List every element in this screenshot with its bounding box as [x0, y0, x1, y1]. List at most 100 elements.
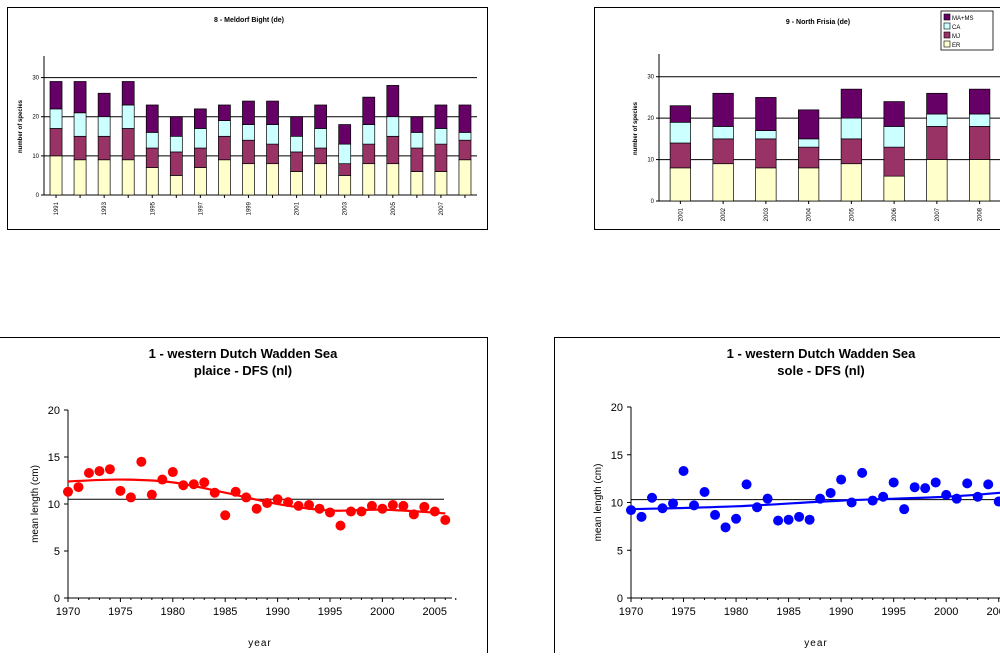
legend-entry: MA+MS — [952, 16, 974, 22]
bar-segment-mj — [712, 138, 734, 165]
data-point — [804, 514, 815, 525]
bar-segment-ma-ms — [314, 104, 328, 129]
chart-subtitle: sole - DFS (nl) — [777, 363, 864, 378]
bar-segment-ca — [362, 124, 376, 145]
data-point — [94, 466, 105, 477]
data-point — [699, 486, 710, 497]
chart-title: 9 - North Frisia (de) — [786, 19, 850, 26]
data-point — [647, 492, 658, 503]
data-point — [136, 456, 147, 467]
bar-segment-ma-ms — [121, 81, 135, 106]
bar-segment-ma-ms — [338, 124, 352, 145]
data-point — [836, 474, 847, 485]
chart-title: 1 - western Dutch Wadden Sea — [727, 346, 917, 361]
bar-segment-mj — [49, 128, 63, 157]
data-point — [825, 487, 836, 498]
y-tick-label: 30 — [647, 75, 654, 81]
bar-segment-ma-ms — [73, 81, 87, 114]
x-axis-label: year — [248, 638, 271, 649]
y-tick-label: 20 — [32, 115, 39, 121]
chart-subtitle: plaice - DFS (nl) — [194, 363, 292, 378]
legend-swatch — [943, 13, 951, 21]
bar-segment-ma-ms — [883, 101, 905, 127]
data-point — [377, 503, 388, 514]
bar-segment-ca — [314, 128, 328, 149]
bar-segment-ma-ms — [840, 88, 862, 119]
bar-segment-ma-ms — [145, 104, 159, 133]
data-point — [783, 514, 794, 525]
y-axis-label: number of species — [633, 101, 639, 155]
data-point — [857, 467, 868, 478]
bar-segment-mj — [434, 143, 448, 172]
data-point — [104, 464, 115, 475]
x-tick-label: 2006 — [892, 207, 898, 221]
bar-segment-ca — [840, 117, 862, 140]
data-point — [63, 486, 73, 497]
data-point — [794, 511, 805, 522]
bar-segment-ma-ms — [712, 92, 734, 127]
bar-segment-ma-ms — [290, 116, 303, 137]
bar-segment-ca — [410, 132, 424, 149]
data-point — [220, 510, 231, 521]
data-point — [335, 520, 346, 531]
bar-segment-ca — [755, 130, 777, 140]
bar-segment-mj — [840, 138, 862, 165]
bar-segment-ca — [145, 132, 159, 149]
bar-segment-mj — [169, 151, 183, 176]
data-point — [741, 479, 752, 490]
bar-segment-ma-ms — [434, 104, 448, 129]
data-point — [668, 498, 679, 509]
legend-swatch — [943, 22, 951, 30]
data-point — [941, 489, 952, 500]
bar-segment-mj — [193, 147, 207, 168]
bar-segment-ma-ms — [242, 100, 255, 125]
bar-segment-ma-ms — [410, 116, 424, 133]
x-tick-label: 1985 — [776, 606, 800, 618]
data-point — [983, 479, 994, 490]
bar-segment-ca — [883, 126, 905, 148]
x-tick-label: 1995 — [318, 606, 342, 618]
x-tick-label: 1970 — [619, 606, 643, 618]
data-point — [657, 503, 668, 514]
bar-segment-ca — [169, 135, 183, 153]
bar-segment-mj — [97, 135, 111, 161]
bar-segment-er — [969, 159, 991, 202]
data-point — [710, 509, 721, 520]
data-point — [636, 511, 647, 522]
bar-segment-ca — [458, 132, 472, 141]
bar-segment-ma-ms — [969, 88, 991, 115]
data-point — [345, 506, 356, 517]
data-point — [419, 501, 430, 512]
bar-segment-ca — [434, 128, 448, 145]
chart-svg-sole: 1 - western Dutch Wadden Sea sole - DFS (… — [593, 346, 1000, 649]
x-tick-label: 1970 — [56, 606, 80, 618]
bar-segment-er — [458, 159, 472, 196]
x-tick-label: 1980 — [161, 606, 185, 618]
bar-segment-mj — [242, 139, 255, 165]
bar-segment-ma-ms — [193, 108, 207, 129]
bar-segment-mj — [266, 143, 279, 165]
data-point — [689, 500, 700, 511]
bar-segment-er — [242, 163, 255, 196]
y-tick-label: 15 — [48, 452, 60, 464]
data-point — [930, 477, 941, 488]
x-tick-label: 2000 — [370, 606, 394, 618]
data-point — [272, 494, 283, 505]
x-tick-label: 1990 — [829, 606, 853, 618]
bar-segment-er — [218, 159, 231, 196]
x-tick-label: 2005 — [986, 606, 1000, 618]
chart-panel-sole: 1 - western Dutch Wadden Sea sole - DFS (… — [554, 337, 1000, 653]
x-tick-label: 2007 — [935, 207, 941, 221]
y-tick-label: 0 — [651, 199, 655, 205]
bar-segment-ma-ms — [926, 92, 948, 115]
data-point — [951, 493, 962, 504]
x-tick-label: 1993 — [102, 201, 108, 215]
bar-segment-ca — [266, 124, 279, 145]
bar-segment-er — [386, 163, 400, 196]
bar-segment-ca — [669, 121, 691, 144]
data-point — [752, 502, 763, 513]
x-tick-label: 2004 — [807, 207, 813, 221]
bar-segment-ca — [290, 135, 303, 153]
bar-segment-ma-ms — [266, 100, 279, 125]
data-point — [157, 474, 168, 485]
